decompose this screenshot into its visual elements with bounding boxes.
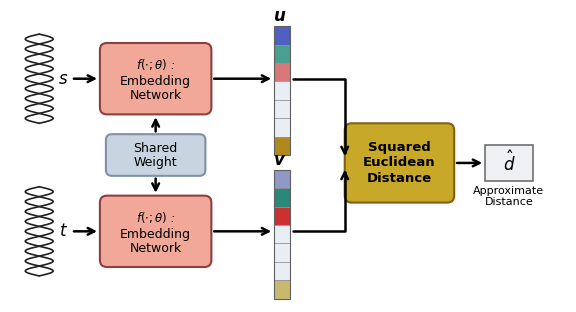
Text: $\boldsymbol{v}$: $\boldsymbol{v}$ [274, 151, 287, 169]
Text: Network: Network [130, 242, 182, 255]
FancyBboxPatch shape [100, 43, 211, 115]
Text: Approximate: Approximate [473, 186, 544, 196]
Text: $s$: $s$ [58, 70, 68, 88]
Bar [274, 225, 290, 243]
Bar [274, 81, 290, 100]
Bar [274, 26, 290, 45]
Bar [274, 170, 290, 299]
FancyBboxPatch shape [106, 134, 206, 176]
Text: $t$: $t$ [59, 222, 67, 240]
Text: Squared: Squared [368, 141, 431, 154]
Bar [274, 63, 290, 81]
Bar [274, 100, 290, 118]
Bar [485, 145, 533, 181]
Text: Embedding: Embedding [120, 75, 191, 88]
Bar [274, 26, 290, 155]
Bar [274, 188, 290, 207]
Bar [274, 262, 290, 280]
Text: $f(\cdot;\theta)$ :: $f(\cdot;\theta)$ : [136, 57, 175, 72]
Bar [274, 45, 290, 63]
Bar [274, 118, 290, 137]
Text: Euclidean: Euclidean [363, 156, 436, 169]
Bar [274, 170, 290, 188]
Bar [274, 243, 290, 262]
Bar [274, 280, 290, 299]
Text: $\hat{d}$: $\hat{d}$ [503, 151, 516, 175]
Text: $f(\cdot;\theta)$ :: $f(\cdot;\theta)$ : [136, 210, 175, 225]
FancyBboxPatch shape [344, 123, 454, 202]
Text: Weight: Weight [134, 156, 177, 169]
Bar [274, 137, 290, 155]
Text: $\boldsymbol{u}$: $\boldsymbol{u}$ [274, 7, 287, 25]
Text: Embedding: Embedding [120, 228, 191, 241]
Text: Distance: Distance [484, 197, 533, 207]
Text: Shared: Shared [134, 142, 178, 154]
Text: Distance: Distance [367, 172, 432, 185]
Text: Network: Network [130, 89, 182, 102]
Bar [274, 207, 290, 225]
FancyBboxPatch shape [100, 196, 211, 267]
